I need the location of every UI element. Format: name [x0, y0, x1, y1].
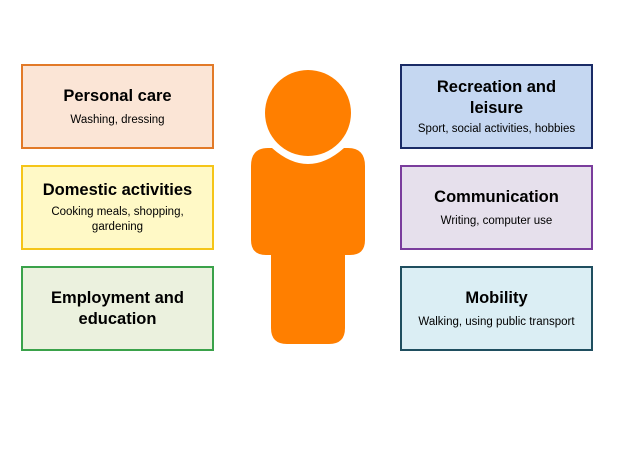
box-subtitle: Washing, dressing	[70, 113, 165, 126]
box-subtitle: Writing, computer use	[440, 214, 553, 227]
box-title: Employment and education	[51, 288, 184, 328]
box-title: Communication	[434, 187, 559, 206]
box-subtitle: Cooking meals, shopping, gardening	[51, 206, 184, 233]
box-personal-care: Personal care Washing, dressing	[21, 64, 214, 149]
box-title: Recreation and leisure	[436, 77, 557, 117]
box-recreation-leisure: Recreation and leisure Sport, social act…	[400, 64, 593, 149]
person-head	[265, 70, 351, 156]
box-subtitle: Sport, social activities, hobbies	[417, 122, 576, 135]
box-domestic-activities: Domestic activities Cooking meals, shopp…	[21, 165, 214, 250]
box-title: Domestic activities	[42, 181, 193, 199]
box-communication: Communication Writing, computer use	[400, 165, 593, 250]
box-title: Mobility	[465, 288, 528, 307]
box-subtitle: Walking, using public transport	[418, 315, 575, 328]
box-mobility: Mobility Walking, using public transport	[400, 266, 593, 351]
box-employment-education: Employment and education	[21, 266, 214, 351]
box-title: Personal care	[63, 86, 172, 105]
person-body	[251, 148, 365, 344]
